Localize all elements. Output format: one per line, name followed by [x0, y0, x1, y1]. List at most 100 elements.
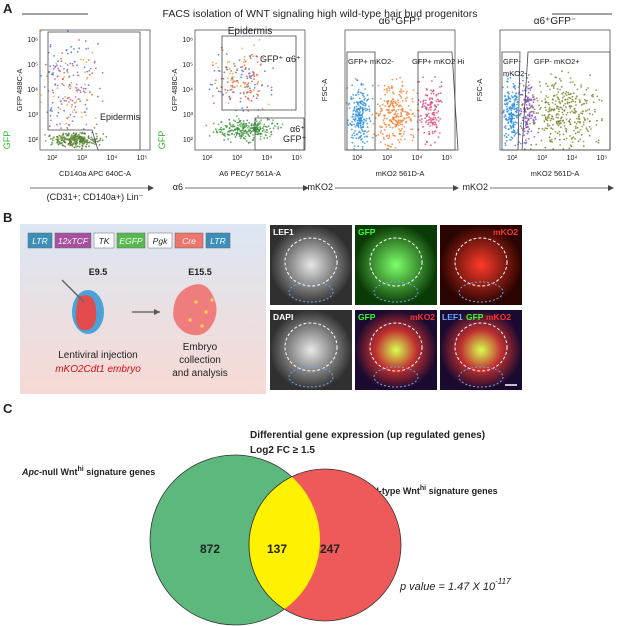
event-dot: [248, 135, 251, 138]
event-dot: [566, 98, 569, 101]
event-dot: [548, 108, 551, 111]
event-dot: [97, 95, 99, 98]
event-dot: [75, 83, 78, 86]
event-dot: [561, 70, 563, 72]
event-dot: [419, 119, 421, 122]
event-dot: [364, 97, 366, 100]
event-dot: [60, 127, 62, 129]
event-dot: [256, 123, 259, 125]
event-dot: [548, 106, 551, 109]
event-dot: [65, 122, 67, 125]
event-dot: [225, 66, 228, 68]
arrowhead: [453, 185, 459, 191]
gate-label: GFP- mKO2+: [534, 57, 580, 66]
event-dot: [226, 89, 229, 92]
event-dot: [362, 104, 365, 107]
event-dot: [281, 123, 284, 126]
event-dot: [266, 126, 268, 128]
event-dot: [261, 84, 264, 86]
event-dot: [574, 110, 576, 112]
event-dot: [66, 64, 69, 66]
event-dot: [591, 113, 594, 116]
event-dot: [437, 103, 439, 106]
event-dot: [532, 118, 535, 121]
event-dot: [77, 136, 80, 139]
event-dot: [238, 132, 241, 135]
event-dot: [529, 114, 531, 116]
event-dot: [222, 128, 225, 131]
event-dot: [595, 140, 598, 143]
event-dot: [252, 55, 255, 58]
event-dot: [547, 101, 549, 104]
event-dot: [440, 85, 443, 88]
event-dot: [83, 66, 86, 69]
event-dot: [255, 120, 258, 123]
event-dot: [395, 115, 397, 118]
event-dot: [217, 66, 220, 69]
event-dot: [435, 125, 438, 128]
event-dot: [393, 113, 396, 116]
event-dot: [559, 106, 562, 109]
event-dot: [511, 113, 514, 116]
event-dot: [249, 57, 252, 60]
event-dot: [383, 88, 386, 91]
event-dot: [388, 87, 391, 90]
caption: collection: [179, 355, 221, 366]
event-dot: [400, 123, 402, 126]
event-dot: [355, 124, 358, 127]
event-dot: [572, 92, 575, 95]
event-dot: [56, 123, 58, 126]
event-dot: [239, 92, 242, 94]
event-dot: [79, 89, 81, 92]
event-dot: [68, 142, 70, 145]
event-dot: [556, 107, 558, 110]
event-dot: [232, 79, 234, 81]
event-dot: [507, 102, 509, 104]
panel-label: B: [3, 210, 12, 225]
gate-label: Epidermis: [100, 112, 141, 122]
event-dot: [504, 142, 507, 145]
event-dot: [67, 71, 69, 74]
event-dot: [231, 81, 234, 84]
event-dot: [60, 139, 63, 142]
event-dot: [241, 134, 243, 136]
event-dot: [71, 99, 74, 102]
channel-label: mKO2: [493, 227, 518, 237]
event-dot: [249, 131, 252, 134]
event-dot: [569, 118, 571, 120]
event-dot: [381, 103, 384, 106]
event-dot: [385, 135, 388, 138]
event-dot: [554, 100, 557, 102]
label-part: Apc: [21, 467, 39, 477]
event-dot: [565, 118, 568, 121]
event-dot: [377, 134, 380, 136]
event-dot: [76, 71, 79, 74]
event-dot: [537, 131, 539, 134]
event-dot: [263, 70, 266, 73]
event-dot: [49, 114, 52, 117]
event-dot: [82, 140, 85, 143]
y-axis-name: GFP: [2, 131, 12, 150]
event-dot: [251, 53, 253, 56]
event-dot: [510, 120, 513, 123]
event-dot: [428, 133, 431, 136]
event-dot: [572, 111, 575, 114]
event-dot: [62, 133, 64, 136]
event-dot: [506, 110, 508, 113]
event-dot: [250, 90, 253, 93]
event-dot: [400, 138, 402, 141]
event-dot: [354, 110, 357, 113]
event-dot: [98, 140, 100, 142]
event-dot: [400, 111, 402, 114]
event-dot: [66, 127, 69, 129]
event-dot: [74, 102, 76, 104]
channel-label: GFP: [358, 312, 376, 322]
event-dot: [507, 78, 509, 80]
event-dot: [79, 140, 81, 143]
event-dot: [503, 109, 505, 112]
event-dot: [516, 116, 518, 119]
event-dot: [254, 83, 256, 86]
event-dot: [401, 110, 404, 112]
event-dot: [406, 96, 408, 99]
event-dot: [70, 134, 73, 137]
